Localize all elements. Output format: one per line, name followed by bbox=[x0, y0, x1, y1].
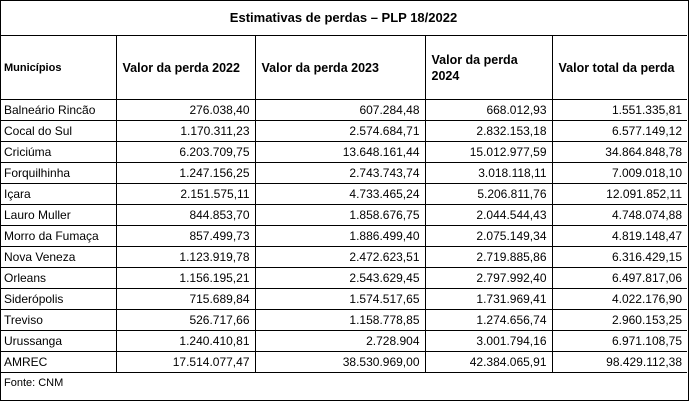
municipio-cell: Nova Veneza bbox=[0, 246, 117, 268]
value-cell: 3.018.118,11 bbox=[424, 162, 553, 184]
value-cell: 1.886.499,40 bbox=[254, 225, 426, 247]
losses-table: Estimativas de perdas – PLP 18/2022 Muni… bbox=[0, 0, 688, 393]
value-cell: 4.819.148,47 bbox=[551, 225, 688, 247]
municipio-cell: Içara bbox=[0, 183, 117, 205]
value-cell: 2.728.904 bbox=[254, 330, 426, 352]
value-cell: 2.075.149,34 bbox=[424, 225, 553, 247]
value-cell: 2.472.623,51 bbox=[254, 246, 426, 268]
table-row: Balneário Rincão 276.038,40 607.284,48 668.… bbox=[0, 99, 688, 121]
municipio-cell: Orleans bbox=[0, 267, 117, 289]
table-row: Forquilhinha 1.247.156,25 2.743.743,74 3.01… bbox=[0, 162, 688, 184]
header-row: Municípios Valor da perda 2022 Valor da … bbox=[0, 35, 688, 100]
value-cell: 1.156.195,21 bbox=[115, 267, 256, 289]
value-cell: 42.384.065,91 bbox=[424, 351, 553, 373]
header-perda-2024: Valor da perda 2024 bbox=[424, 35, 553, 100]
table-title: Estimativas de perdas – PLP 18/2022 bbox=[0, 0, 688, 36]
value-cell: 857.499,73 bbox=[115, 225, 256, 247]
value-cell: 2.743.743,74 bbox=[254, 162, 426, 184]
value-cell: 2.543.629,45 bbox=[254, 267, 426, 289]
value-cell: 2.832.153,18 bbox=[424, 120, 553, 142]
value-cell: 38.530.969,00 bbox=[254, 351, 426, 373]
municipio-cell: Morro da Fumaça bbox=[0, 225, 117, 247]
value-cell: 1.158.778,85 bbox=[254, 309, 426, 331]
value-cell: 6.971.108,75 bbox=[551, 330, 688, 352]
municipio-cell: Forquilhinha bbox=[0, 162, 117, 184]
header-municipios: Municípios bbox=[0, 35, 117, 100]
value-cell: 4.748.074,88 bbox=[551, 204, 688, 226]
value-cell: 5.206.811,76 bbox=[424, 183, 553, 205]
value-cell: 844.853,70 bbox=[115, 204, 256, 226]
value-cell: 2.574.684,71 bbox=[254, 120, 426, 142]
value-cell: 1.274.656,74 bbox=[424, 309, 553, 331]
value-cell: 6.577.149,12 bbox=[551, 120, 688, 142]
header-perda-2023: Valor da perda 2023 bbox=[254, 35, 426, 100]
value-cell: 2.151.575,11 bbox=[115, 183, 256, 205]
municipio-cell: Criciúma bbox=[0, 141, 117, 163]
value-cell: 2.719.885,86 bbox=[424, 246, 553, 268]
table-row: Siderópolis 715.689,84 1.574.517,65 1.731.9… bbox=[0, 288, 688, 310]
municipio-cell: Balneário Rincão bbox=[0, 99, 117, 121]
value-cell: 12.091.852,11 bbox=[551, 183, 688, 205]
value-cell: 6.203.709,75 bbox=[115, 141, 256, 163]
table-row: Lauro Muller 844.853,70 1.858.676,75 2.044.… bbox=[0, 204, 688, 226]
municipio-cell: Treviso bbox=[0, 309, 117, 331]
value-cell: 1.551.335,81 bbox=[551, 99, 688, 121]
value-cell: 1.240.410,81 bbox=[115, 330, 256, 352]
value-cell: 17.514.077,47 bbox=[115, 351, 256, 373]
value-cell: 607.284,48 bbox=[254, 99, 426, 121]
value-cell: 715.689,84 bbox=[115, 288, 256, 310]
table-row: AMREC 17.514.077,47 38.530.969,00 42.384.06… bbox=[0, 351, 688, 373]
value-cell: 6.497.817,06 bbox=[551, 267, 688, 289]
value-cell: 15.012.977,59 bbox=[424, 141, 553, 163]
table-row: Morro da Fumaça 857.499,73 1.886.499,40 2.0… bbox=[0, 225, 688, 247]
table-row: Nova Veneza 1.123.919,78 2.472.623,51 2.719… bbox=[0, 246, 688, 268]
table-row: Urussanga 1.240.410,81 2.728.904 3.001.794,… bbox=[0, 330, 688, 352]
value-cell: 6.316.429,15 bbox=[551, 246, 688, 268]
table-row: Cocal do Sul 1.170.311,23 2.574.684,71 2.83… bbox=[0, 120, 688, 142]
value-cell: 1.123.919,78 bbox=[115, 246, 256, 268]
value-cell: 3.001.794,16 bbox=[424, 330, 553, 352]
value-cell: 1.247.156,25 bbox=[115, 162, 256, 184]
value-cell: 4.022.176,90 bbox=[551, 288, 688, 310]
value-cell: 4.733.465,24 bbox=[254, 183, 426, 205]
header-total: Valor total da perda bbox=[551, 35, 688, 100]
value-cell: 7.009.018,10 bbox=[551, 162, 688, 184]
value-cell: 2.797.992,40 bbox=[424, 267, 553, 289]
value-cell: 2.044.544,43 bbox=[424, 204, 553, 226]
table-row: Orleans 1.156.195,21 2.543.629,45 2.797.992… bbox=[0, 267, 688, 289]
municipio-cell: Cocal do Sul bbox=[0, 120, 117, 142]
value-cell: 1.574.517,65 bbox=[254, 288, 426, 310]
value-cell: 98.429.112,38 bbox=[551, 351, 688, 373]
table-row: Içara 2.151.575,11 4.733.465,24 5.206.811,7… bbox=[0, 183, 688, 205]
table-body: Balneário Rincão 276.038,40 607.284,48 668.… bbox=[0, 99, 688, 373]
table-row: Criciúma 6.203.709,75 13.648.161,44 15.012.… bbox=[0, 141, 688, 163]
value-cell: 1.731.969,41 bbox=[424, 288, 553, 310]
value-cell: 2.960.153,25 bbox=[551, 309, 688, 331]
value-cell: 276.038,40 bbox=[115, 99, 256, 121]
value-cell: 1.858.676,75 bbox=[254, 204, 426, 226]
value-cell: 526.717,66 bbox=[115, 309, 256, 331]
header-perda-2022: Valor da perda 2022 bbox=[115, 35, 256, 100]
source-note: Fonte: CNM bbox=[0, 372, 688, 393]
municipio-cell: Lauro Muller bbox=[0, 204, 117, 226]
value-cell: 34.864.848,78 bbox=[551, 141, 688, 163]
value-cell: 668.012,93 bbox=[424, 99, 553, 121]
table-row: Treviso 526.717,66 1.158.778,85 1.274.656,7… bbox=[0, 309, 688, 331]
municipio-cell: Urussanga bbox=[0, 330, 117, 352]
value-cell: 1.170.311,23 bbox=[115, 120, 256, 142]
municipio-cell: Siderópolis bbox=[0, 288, 117, 310]
value-cell: 13.648.161,44 bbox=[254, 141, 426, 163]
municipio-cell: AMREC bbox=[0, 351, 117, 373]
